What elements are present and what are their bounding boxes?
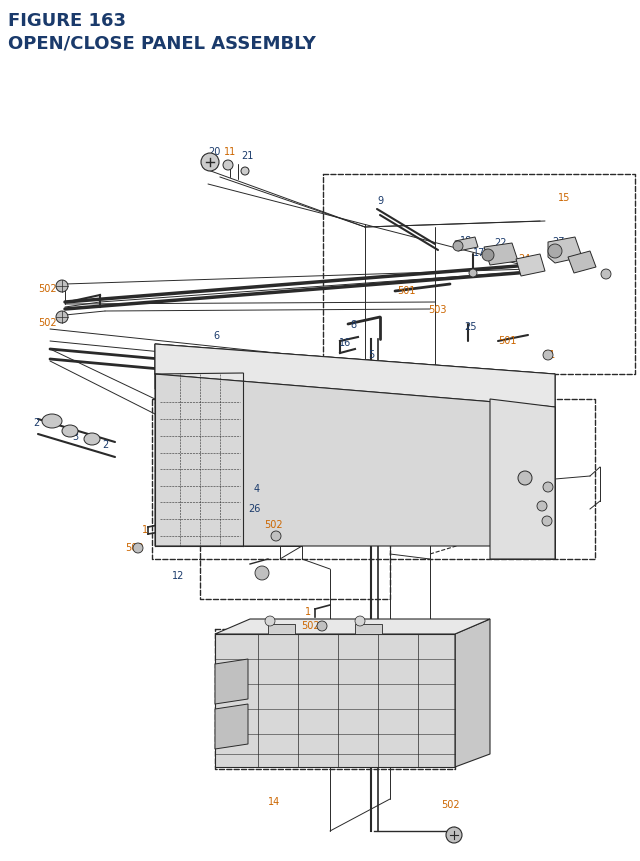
Circle shape — [446, 827, 462, 843]
Ellipse shape — [62, 425, 78, 437]
Text: FIGURE 163: FIGURE 163 — [8, 12, 126, 30]
Circle shape — [469, 269, 477, 278]
Text: 2: 2 — [33, 418, 39, 428]
Circle shape — [201, 154, 219, 172]
Text: 22: 22 — [494, 238, 506, 248]
Polygon shape — [355, 624, 382, 635]
Polygon shape — [155, 344, 555, 407]
Polygon shape — [548, 238, 582, 263]
Text: 8: 8 — [350, 319, 356, 330]
Circle shape — [223, 161, 233, 170]
Circle shape — [317, 622, 327, 631]
Polygon shape — [215, 660, 248, 704]
Polygon shape — [155, 375, 555, 547]
Ellipse shape — [42, 414, 62, 429]
Polygon shape — [155, 344, 555, 410]
Text: 502: 502 — [38, 318, 56, 328]
Polygon shape — [215, 704, 248, 749]
Text: 2: 2 — [102, 439, 108, 449]
Text: 23: 23 — [568, 253, 580, 263]
Polygon shape — [455, 238, 478, 251]
Text: 6: 6 — [213, 331, 219, 341]
Text: 14: 14 — [268, 796, 280, 806]
Text: 3: 3 — [72, 431, 78, 442]
Text: 11: 11 — [543, 517, 556, 526]
Circle shape — [453, 242, 463, 251]
Polygon shape — [215, 619, 490, 635]
Polygon shape — [568, 251, 596, 274]
Text: 502: 502 — [125, 542, 143, 553]
Text: 20: 20 — [208, 147, 220, 157]
Circle shape — [601, 269, 611, 280]
Text: 9: 9 — [377, 195, 383, 206]
Circle shape — [355, 616, 365, 626]
Text: 501: 501 — [397, 286, 415, 295]
Text: 27: 27 — [552, 237, 564, 247]
Text: 502: 502 — [441, 799, 460, 809]
Text: 502: 502 — [264, 519, 283, 530]
Circle shape — [241, 168, 249, 176]
Text: 15: 15 — [558, 193, 570, 202]
Circle shape — [255, 567, 269, 580]
Circle shape — [265, 616, 275, 626]
Circle shape — [133, 543, 143, 554]
Text: 503: 503 — [428, 305, 447, 314]
Text: 18: 18 — [460, 236, 472, 245]
Circle shape — [56, 312, 68, 324]
Circle shape — [543, 350, 553, 361]
Text: 24: 24 — [518, 254, 531, 263]
Polygon shape — [215, 635, 455, 767]
Polygon shape — [215, 635, 455, 647]
Text: 501: 501 — [498, 336, 516, 345]
Polygon shape — [484, 244, 518, 266]
Polygon shape — [490, 400, 555, 560]
Text: 502: 502 — [301, 620, 319, 630]
Text: 7: 7 — [510, 472, 516, 481]
Text: 5: 5 — [368, 350, 374, 360]
Text: 17: 17 — [473, 248, 485, 257]
Text: 9: 9 — [602, 269, 608, 279]
Polygon shape — [155, 344, 555, 407]
Circle shape — [543, 482, 553, 492]
Text: OPEN/CLOSE PANEL ASSEMBLY: OPEN/CLOSE PANEL ASSEMBLY — [8, 35, 316, 53]
Circle shape — [537, 501, 547, 511]
Text: 26: 26 — [248, 504, 260, 513]
Text: 13: 13 — [498, 529, 510, 538]
Circle shape — [518, 472, 532, 486]
Circle shape — [56, 281, 68, 293]
Circle shape — [548, 245, 562, 258]
Text: 11: 11 — [224, 147, 236, 157]
Circle shape — [542, 517, 552, 526]
Circle shape — [271, 531, 281, 542]
Text: 19: 19 — [535, 501, 547, 511]
Polygon shape — [455, 619, 490, 767]
Text: 1: 1 — [305, 606, 311, 616]
Text: 10: 10 — [540, 483, 552, 493]
Ellipse shape — [84, 433, 100, 445]
Text: 21: 21 — [241, 151, 253, 161]
Circle shape — [482, 250, 494, 262]
Text: 25: 25 — [464, 322, 477, 331]
Polygon shape — [516, 255, 545, 276]
Text: 11: 11 — [544, 350, 556, 360]
Polygon shape — [268, 624, 295, 635]
Text: 12: 12 — [172, 570, 184, 580]
Text: 16: 16 — [339, 338, 351, 348]
Text: 502: 502 — [38, 283, 56, 294]
Text: 1: 1 — [142, 524, 148, 535]
Text: 4: 4 — [254, 483, 260, 493]
